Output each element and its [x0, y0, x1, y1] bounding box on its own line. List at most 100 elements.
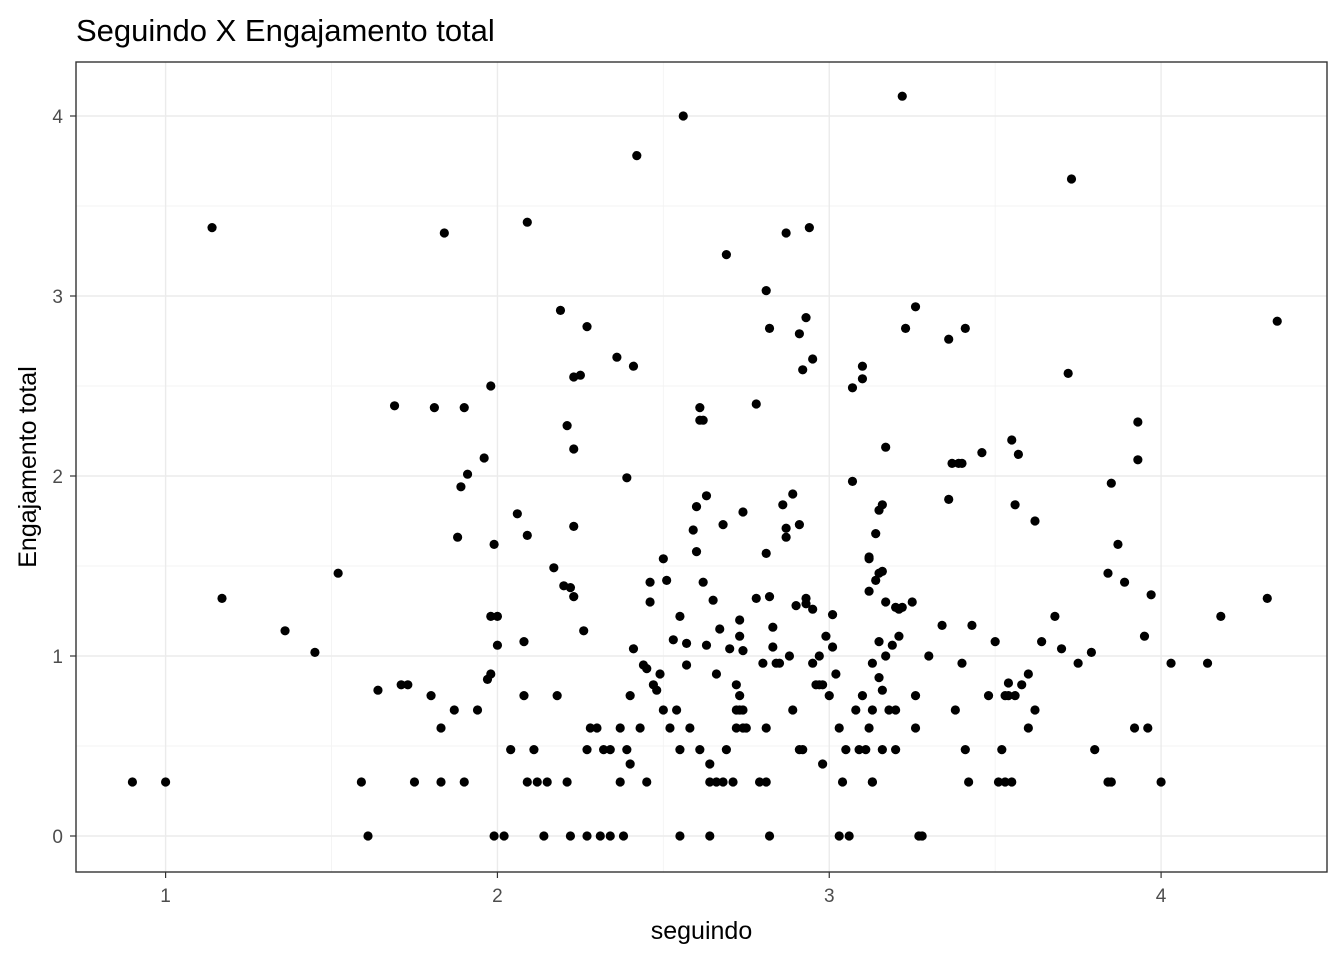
data-point	[993, 777, 1004, 787]
data-point	[1113, 539, 1123, 550]
data-point	[864, 586, 874, 596]
data-point	[429, 403, 439, 413]
data-point	[881, 442, 891, 452]
data-point	[127, 777, 138, 787]
data-point	[764, 323, 775, 333]
data-point	[628, 361, 639, 371]
data-point	[625, 691, 635, 701]
data-point	[373, 685, 383, 695]
data-point	[665, 723, 675, 733]
data-point	[1003, 678, 1014, 688]
data-point	[721, 745, 731, 755]
data-point	[582, 322, 592, 332]
data-point	[964, 777, 974, 787]
data-point	[565, 583, 576, 593]
axis-ticks: 1 2 3 4 0 1 2 3 4	[52, 107, 1166, 907]
data-point	[1090, 745, 1100, 755]
data-point	[662, 575, 672, 586]
data-point	[798, 745, 808, 755]
data-point	[426, 691, 436, 701]
data-point	[688, 525, 698, 535]
data-point	[1066, 174, 1077, 184]
data-point	[652, 685, 662, 695]
data-point	[685, 723, 695, 733]
y-tick-label: 2	[52, 467, 63, 488]
data-point	[562, 777, 572, 787]
data-point	[363, 831, 373, 841]
data-point	[615, 723, 625, 733]
data-point	[658, 554, 668, 564]
data-point	[705, 777, 715, 787]
data-point	[695, 745, 705, 755]
data-point	[1119, 577, 1130, 587]
data-point	[944, 334, 954, 344]
data-point	[459, 777, 469, 787]
data-point	[857, 361, 868, 371]
data-point	[844, 831, 854, 841]
data-point	[675, 831, 685, 841]
data-point	[711, 777, 722, 787]
data-point	[605, 745, 615, 755]
data-point	[738, 705, 748, 715]
data-point	[871, 529, 881, 539]
data-point	[1023, 723, 1033, 733]
data-point	[738, 646, 748, 656]
data-point	[1063, 368, 1073, 378]
data-point	[751, 593, 761, 604]
data-point	[804, 223, 814, 233]
data-point	[824, 691, 834, 701]
x-tick-label: 1	[160, 886, 171, 907]
data-point	[625, 759, 635, 769]
data-point	[1007, 435, 1017, 445]
data-point	[555, 305, 566, 315]
data-point	[738, 507, 748, 517]
data-point	[960, 745, 970, 755]
data-point	[542, 777, 552, 787]
data-point	[861, 745, 871, 755]
data-point	[887, 640, 897, 650]
data-point	[814, 651, 824, 661]
data-point	[910, 691, 921, 701]
data-point	[715, 624, 725, 634]
data-point	[874, 673, 884, 683]
data-point	[851, 705, 861, 715]
data-point	[1010, 691, 1020, 701]
data-point	[788, 489, 798, 499]
data-point	[1106, 777, 1116, 787]
data-point	[874, 637, 884, 647]
data-point	[781, 523, 791, 533]
data-point	[764, 592, 775, 602]
data-point	[837, 777, 848, 787]
data-point	[1050, 611, 1060, 622]
data-point	[645, 597, 655, 607]
data-point	[579, 626, 589, 636]
data-point	[725, 644, 735, 654]
data-point	[1103, 568, 1113, 578]
data-point	[492, 611, 503, 622]
data-point	[522, 217, 532, 227]
data-point	[592, 723, 602, 733]
data-point	[754, 777, 765, 787]
data-point	[453, 532, 463, 542]
data-point	[728, 777, 738, 787]
data-point	[389, 401, 400, 411]
data-point	[1129, 723, 1140, 733]
data-point	[519, 691, 529, 701]
data-point	[924, 651, 934, 661]
data-point	[827, 610, 838, 620]
data-point	[891, 705, 901, 715]
data-point	[897, 602, 907, 613]
data-point	[1133, 455, 1143, 465]
data-point	[834, 831, 844, 841]
y-axis-title: Engajamento total	[14, 366, 42, 568]
data-point	[947, 458, 957, 468]
data-point	[768, 642, 778, 652]
data-point	[910, 302, 921, 312]
data-point	[761, 777, 771, 787]
data-point	[522, 530, 532, 541]
data-point	[718, 777, 728, 787]
data-point	[917, 831, 927, 841]
data-point	[1272, 316, 1282, 326]
data-point	[595, 831, 605, 841]
